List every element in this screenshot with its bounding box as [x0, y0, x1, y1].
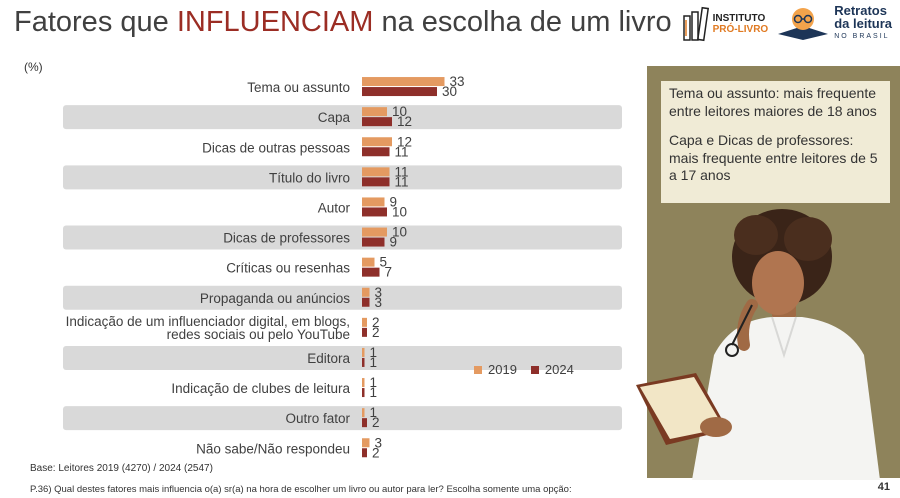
value-label-2019: 12 — [397, 134, 412, 149]
bar-2019 — [362, 378, 365, 388]
value-label-2024: 1 — [370, 355, 378, 370]
value-label-2024: 9 — [390, 235, 398, 250]
highlight-note: Tema ou assunto: mais frequente entre le… — [661, 81, 890, 203]
logos: INSTITUTO PRÓ-LIVRO Retratos da leitura NO … — [682, 4, 892, 43]
value-label-2024: 30 — [442, 84, 457, 99]
value-label-2019: 9 — [390, 194, 398, 209]
retratos-da-leitura-logo: Retratos da leitura NO BRASIL — [776, 4, 892, 43]
bar-2019 — [362, 257, 375, 267]
value-label-2019: 1 — [370, 375, 378, 390]
woman-reading-photo — [636, 209, 880, 480]
bar-2024 — [362, 117, 392, 127]
row-band — [63, 105, 622, 130]
bar-2024 — [362, 357, 365, 367]
value-label-2024: 7 — [385, 265, 393, 280]
value-label-2019: 3 — [375, 435, 383, 450]
row-band — [63, 165, 622, 190]
value-label-2024: 2 — [372, 445, 380, 460]
value-label-2019: 2 — [372, 315, 380, 330]
category-label: Título do livro — [269, 170, 350, 185]
bar-2024 — [362, 147, 390, 157]
bar-2019 — [362, 77, 445, 87]
row-band — [63, 225, 622, 250]
bar-2019 — [362, 438, 370, 448]
legend-item-2019: 2019 — [474, 362, 517, 377]
value-label-2024: 12 — [397, 114, 412, 129]
bar-2019 — [362, 107, 387, 117]
note-text-2: Capa e Dicas de professores: mais freque… — [669, 132, 878, 183]
value-label-2024: 1 — [370, 385, 378, 400]
value-label-2019: 33 — [450, 74, 465, 89]
category-label: Capa — [318, 110, 351, 125]
note-text-1: Tema ou assunto: mais frequente entre le… — [669, 85, 877, 119]
value-label-2019: 10 — [392, 104, 407, 119]
category-label: Propaganda ou anúncios — [200, 291, 350, 306]
value-label-2024: 11 — [395, 144, 409, 159]
value-label-2019: 3 — [375, 285, 383, 300]
bar-2024 — [362, 327, 367, 337]
value-label-2024: 3 — [375, 295, 383, 310]
base-note: Base: Leitores 2019 (4270) / 2024 (2547) — [30, 463, 213, 474]
bar-2019 — [362, 287, 370, 297]
category-label: Dicas de professores — [223, 231, 350, 246]
value-label-2019: 10 — [392, 225, 407, 240]
bar-2019 — [362, 167, 390, 177]
value-label-2024: 2 — [372, 415, 380, 430]
category-label: Não sabe/Não respondeu — [196, 441, 350, 456]
bar-2019 — [362, 197, 385, 207]
chart-legend: 2019 2024 — [474, 362, 574, 377]
legend-swatch-2019 — [474, 365, 482, 374]
value-label-2019: 1 — [370, 345, 378, 360]
bar-2024 — [362, 87, 437, 97]
bar-2019 — [362, 408, 365, 418]
bar-2019 — [362, 347, 365, 357]
bar-2024 — [362, 177, 390, 187]
instituto-pro-livro-logo: INSTITUTO PRÓ-LIVRO — [682, 6, 768, 42]
legend-item-2024: 2024 — [530, 362, 574, 377]
value-label-2019: 5 — [380, 255, 388, 270]
bar-2024 — [362, 418, 367, 428]
question-text: P.36) Qual destes fatores mais influenci… — [30, 484, 572, 495]
unit-label: (%) — [24, 60, 43, 74]
value-label-2019: 11 — [395, 164, 409, 179]
bar-2024 — [362, 297, 370, 307]
value-label-2024: 11 — [395, 174, 409, 189]
bar-2019 — [362, 317, 367, 327]
books-icon — [682, 6, 709, 41]
category-label: Dicas de outras pessoas — [202, 140, 350, 155]
row-band — [63, 406, 622, 431]
page-number: 41 — [877, 481, 890, 493]
value-label-2019: 1 — [370, 405, 378, 420]
category-label: Indicação de clubes de leitura — [171, 381, 350, 396]
category-label: Editora — [307, 351, 350, 366]
bar-2019 — [362, 227, 387, 237]
category-label: Autor — [318, 200, 351, 215]
bar-2024 — [362, 237, 385, 247]
row-band — [63, 285, 622, 310]
category-label: Indicação de um influenciador digital, e… — [66, 314, 350, 342]
row-band — [63, 345, 622, 370]
page-title: Fatores que INFLUENCIAM na escolha de um… — [14, 6, 672, 38]
legend-swatch-2024 — [530, 365, 539, 374]
reader-face-icon — [778, 7, 829, 40]
bar-2024 — [362, 267, 380, 277]
category-label: Críticas ou resenhas — [226, 261, 350, 276]
bar-2019 — [362, 137, 392, 147]
bar-2024 — [362, 448, 367, 458]
category-label: Tema ou assunto — [247, 80, 350, 95]
value-label-2024: 10 — [392, 204, 407, 219]
value-label-2024: 2 — [372, 325, 380, 340]
category-label: Outro fator — [285, 411, 350, 426]
bar-2024 — [362, 388, 365, 398]
bar-2024 — [362, 207, 387, 217]
